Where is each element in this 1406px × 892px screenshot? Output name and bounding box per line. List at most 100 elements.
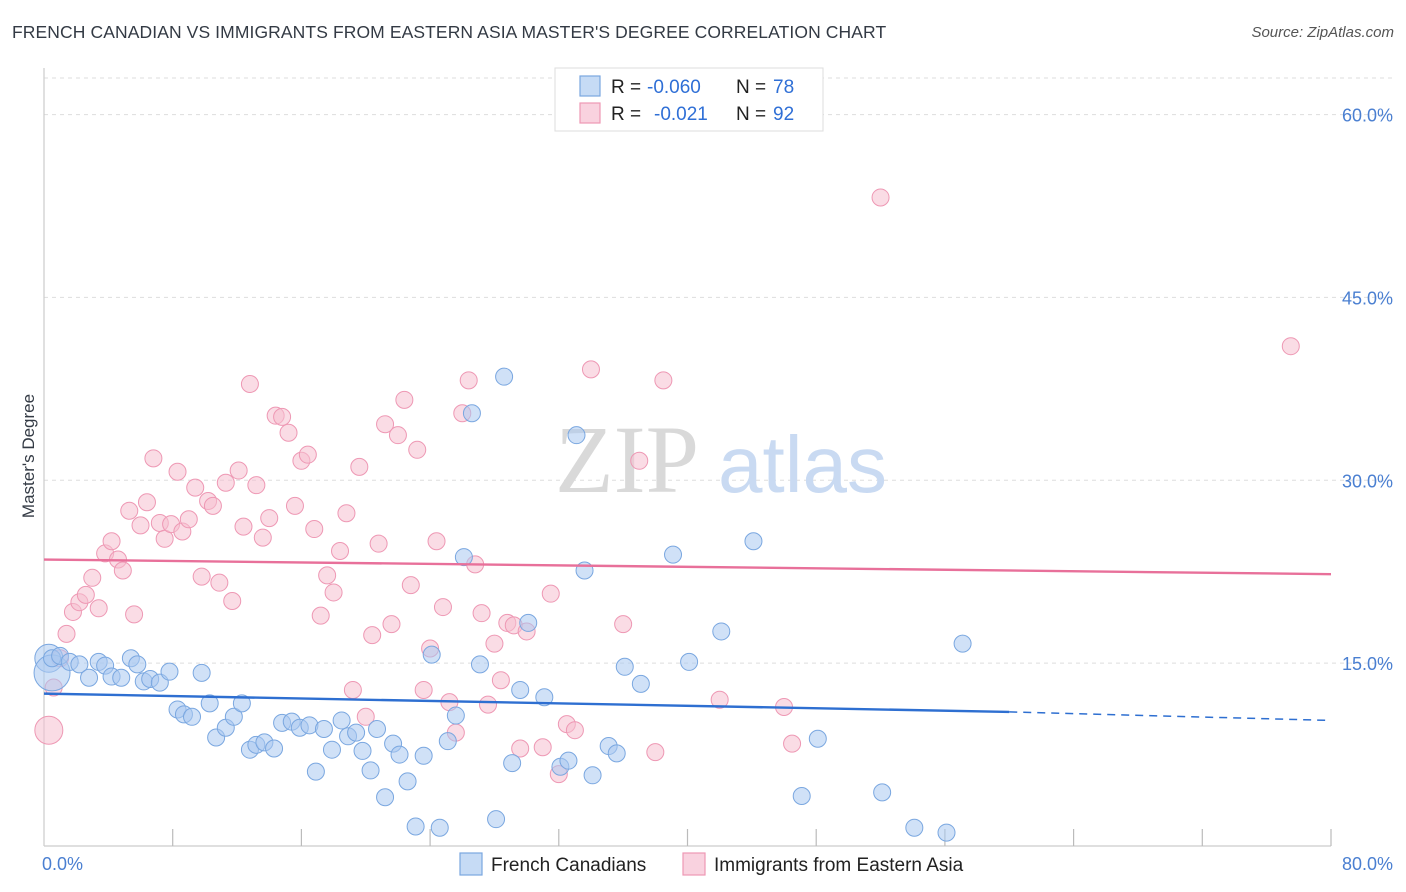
data-point — [200, 694, 219, 713]
data-point — [376, 415, 395, 434]
data-point — [398, 772, 417, 791]
data-point — [395, 390, 414, 409]
watermark-atlas: atlas — [718, 420, 887, 509]
data-point — [265, 739, 284, 758]
data-point — [128, 655, 147, 674]
data-point — [203, 496, 222, 515]
data-point — [491, 671, 510, 690]
data-point — [125, 605, 144, 624]
data-point — [331, 541, 350, 560]
data-point — [168, 462, 187, 481]
data-point — [343, 680, 362, 699]
bottom-legend-label-1: French Canadians — [491, 855, 646, 876]
axes — [43, 68, 1332, 847]
watermark: ZIP atlas — [555, 406, 887, 513]
legend-swatch-blue — [579, 75, 601, 97]
data-point — [234, 517, 253, 536]
data-point — [192, 663, 211, 682]
data-point — [873, 783, 892, 802]
data-point — [433, 598, 452, 617]
legend-r-value-2: -0.021 — [654, 104, 708, 125]
data-point — [438, 732, 457, 751]
data-point — [183, 707, 202, 726]
data-point — [322, 740, 341, 759]
data-point — [871, 188, 890, 207]
data-point — [565, 721, 584, 740]
data-point — [533, 738, 552, 757]
data-point — [630, 451, 649, 470]
data-point — [57, 624, 76, 643]
data-point — [70, 655, 89, 674]
data-point — [905, 818, 924, 837]
legend-r-label-1: R = — [611, 77, 641, 98]
tick-labels: 15.0% 30.0% 45.0% 60.0% 0.0% 80.0% — [42, 106, 1393, 874]
data-point — [382, 615, 401, 634]
data-point — [361, 761, 380, 780]
data-point — [120, 501, 139, 520]
data-point — [462, 404, 481, 423]
data-point — [347, 723, 366, 742]
data-point — [390, 745, 409, 764]
data-point — [937, 823, 956, 842]
data-point — [285, 496, 304, 515]
data-point — [306, 762, 325, 781]
trend-line-french-canadians-extension — [1009, 711, 1332, 722]
data-point — [318, 566, 337, 585]
data-point — [260, 509, 279, 528]
bottom-legend-label-2: Immigrants from Eastern Asia — [714, 855, 964, 876]
data-point — [519, 613, 538, 632]
data-point — [131, 516, 150, 535]
legend-n-label-2: N = — [736, 104, 766, 125]
data-point — [179, 510, 198, 529]
data-point — [487, 810, 506, 829]
data-point — [581, 360, 600, 379]
data-point — [414, 680, 433, 699]
data-point — [631, 674, 650, 693]
data-point — [332, 711, 351, 730]
series-legend: French Canadians Immigrants from Eastern… — [459, 852, 964, 876]
data-point — [567, 426, 586, 445]
legend-swatch-pink — [579, 102, 601, 124]
data-point — [470, 655, 489, 674]
data-point — [311, 606, 330, 625]
source-label: Source: ZipAtlas.com — [1251, 24, 1394, 41]
data-point — [314, 719, 333, 738]
data-point — [654, 371, 673, 390]
grid-lines — [44, 77, 1394, 664]
data-point — [186, 478, 205, 497]
data-point — [406, 817, 425, 836]
data-point — [559, 751, 578, 770]
data-point — [305, 520, 324, 539]
data-point — [363, 626, 382, 645]
data-point — [192, 567, 211, 586]
data-point — [744, 532, 763, 551]
data-point — [353, 741, 372, 760]
bottom-legend-swatch-pink — [682, 852, 706, 876]
data-point — [646, 743, 665, 762]
data-point — [511, 680, 530, 699]
data-point — [112, 668, 131, 687]
data-point — [1281, 337, 1300, 356]
y-tick-label: 60.0% — [1342, 106, 1393, 126]
legend-n-label-1: N = — [736, 77, 766, 98]
data-point — [783, 734, 802, 753]
data-point — [664, 545, 683, 564]
x-tick-label: 80.0% — [1342, 854, 1393, 874]
data-point — [224, 707, 243, 726]
data-point — [401, 576, 420, 595]
data-point — [80, 668, 99, 687]
data-point — [485, 634, 504, 653]
data-point — [324, 583, 343, 602]
data-point — [337, 504, 356, 523]
data-point — [298, 445, 317, 464]
data-point — [792, 787, 811, 806]
data-point — [160, 662, 179, 681]
data-point — [446, 706, 465, 725]
data-point — [229, 461, 248, 480]
data-point — [279, 423, 298, 442]
data-point — [253, 528, 272, 547]
data-point — [422, 645, 441, 664]
data-point — [113, 561, 132, 580]
data-point — [232, 694, 251, 713]
